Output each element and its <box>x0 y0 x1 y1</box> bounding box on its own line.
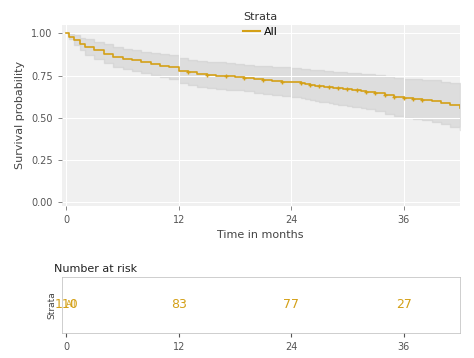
Text: 77: 77 <box>283 298 299 311</box>
X-axis label: Time in months: Time in months <box>218 230 304 240</box>
Text: 27: 27 <box>396 298 411 311</box>
Text: Number at risk: Number at risk <box>54 265 137 274</box>
Legend: All: All <box>239 7 283 42</box>
Text: 110: 110 <box>55 298 78 311</box>
Text: 83: 83 <box>171 298 187 311</box>
Text: All: All <box>66 300 76 309</box>
Y-axis label: Survival probability: Survival probability <box>16 61 26 169</box>
